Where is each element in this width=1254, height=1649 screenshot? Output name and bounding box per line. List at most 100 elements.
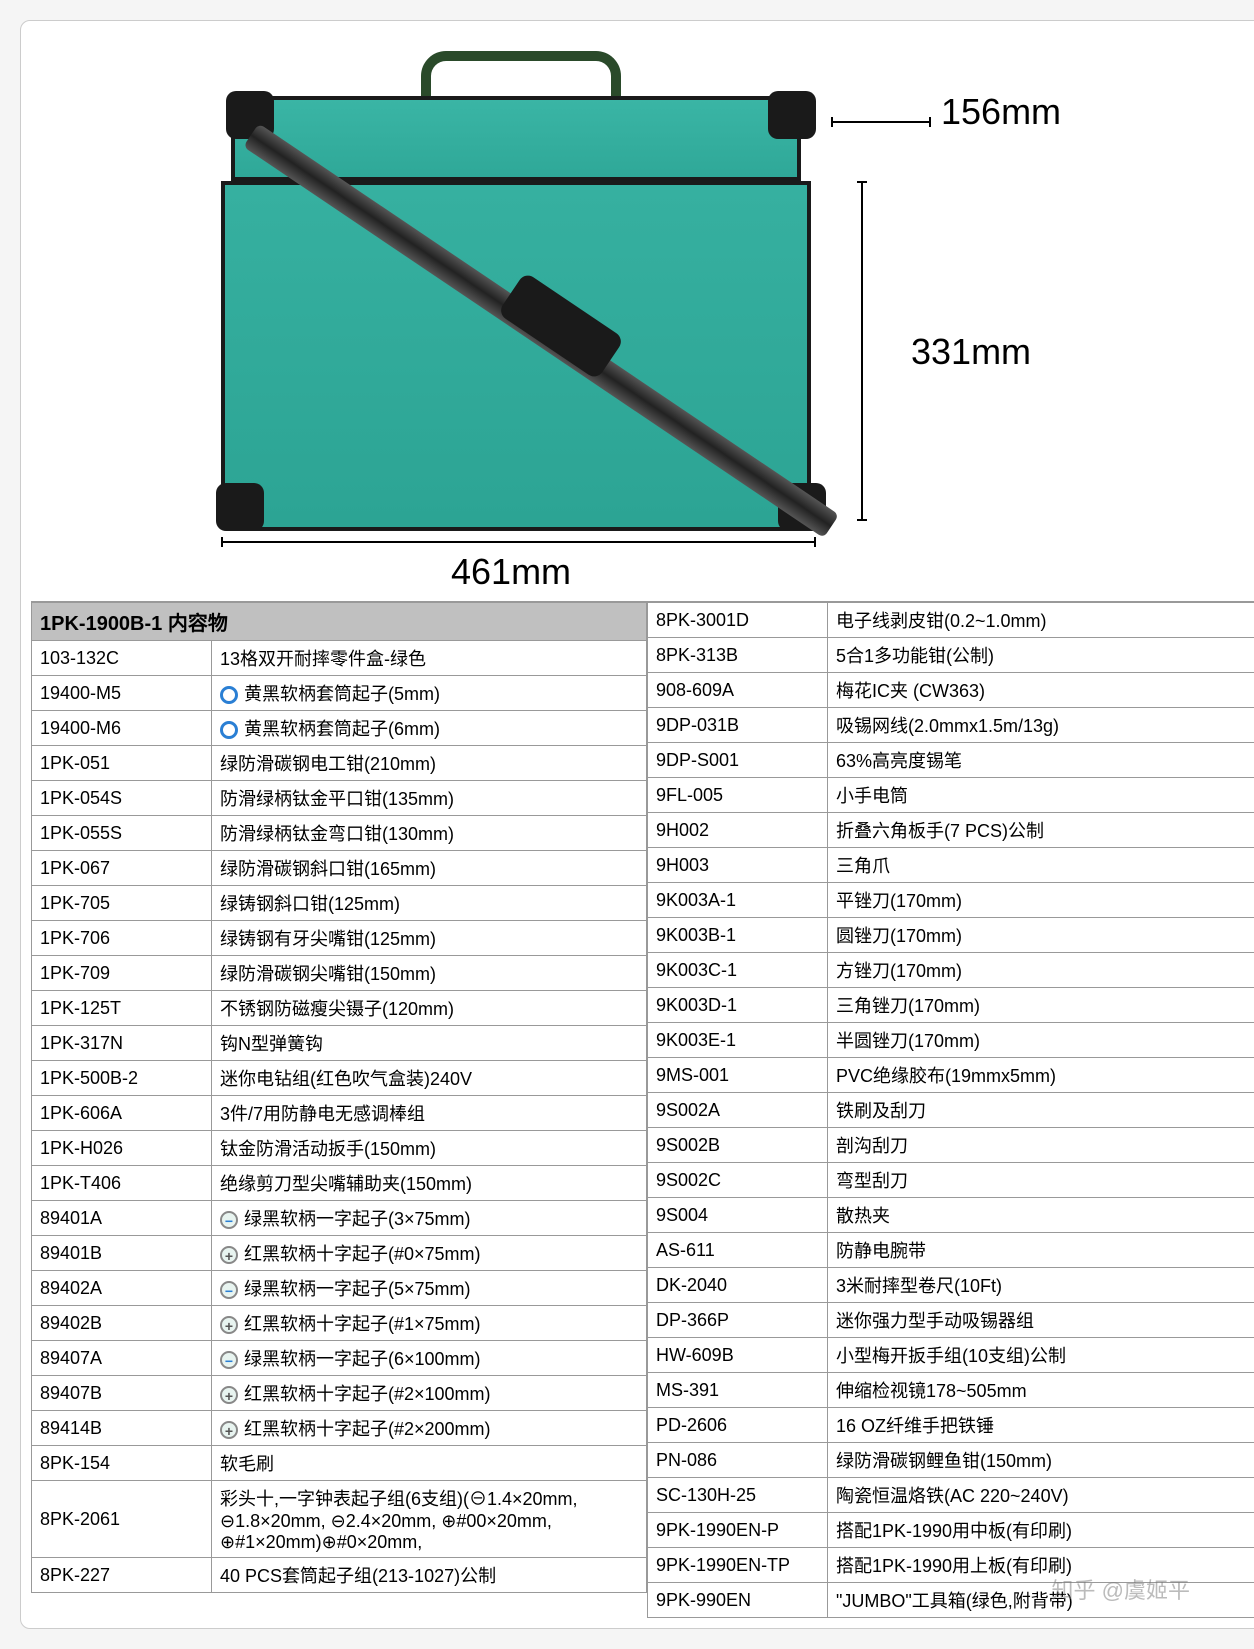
table-row: 9DP-S00163%高亮度锡笔	[648, 743, 1254, 778]
item-description: 绿铸钢有牙尖嘴钳(125mm)	[212, 921, 647, 956]
item-description: 钛金防滑活动扳手(150mm)	[212, 1131, 647, 1166]
flathead-icon: −	[220, 1281, 238, 1299]
table-row: 89401A−绿黑软柄一字起子(3×75mm)	[32, 1201, 647, 1236]
table-row: 89402A−绿黑软柄一字起子(5×75mm)	[32, 1271, 647, 1306]
item-description: 弯型刮刀	[828, 1163, 1254, 1198]
dimension-width-label: 461mm	[451, 551, 571, 593]
corner-protector	[768, 91, 816, 139]
item-description: +红黑软柄十字起子(#2×200mm)	[212, 1411, 647, 1446]
item-code: 89407B	[32, 1376, 212, 1411]
phillips-icon: +	[220, 1386, 238, 1404]
dimension-height-label: 331mm	[911, 331, 1031, 373]
left-table-column: 1PK-1900B-1 内容物 103-132C13格双开耐摔零件盒-绿色194…	[31, 602, 647, 1618]
contents-table-left: 1PK-1900B-1 内容物 103-132C13格双开耐摔零件盒-绿色194…	[31, 602, 647, 1593]
table-row: 9PK-1990EN-P搭配1PK-1990用中板(有印刷)	[648, 1513, 1254, 1548]
item-code: 89407A	[32, 1341, 212, 1376]
table-row: 9DP-031B吸锡网线(2.0mmx1.5m/13g)	[648, 708, 1254, 743]
item-description: 铁刷及刮刀	[828, 1093, 1254, 1128]
table-row: AS-611防静电腕带	[648, 1233, 1254, 1268]
item-code: 1PK-055S	[32, 816, 212, 851]
table-row: PN-086绿防滑碳钢鲤鱼钳(150mm)	[648, 1443, 1254, 1478]
item-description: 钩N型弹簧钩	[212, 1026, 647, 1061]
table-row: 8PK-154软毛刷	[32, 1446, 647, 1481]
item-code: 1PK-317N	[32, 1026, 212, 1061]
item-code: 1PK-125T	[32, 991, 212, 1026]
item-code: 9K003A-1	[648, 883, 828, 918]
item-description: 平锉刀(170mm)	[828, 883, 1254, 918]
item-description: −绿黑软柄一字起子(3×75mm)	[212, 1201, 647, 1236]
item-code: 1PK-H026	[32, 1131, 212, 1166]
table-row: DK-20403米耐摔型卷尺(10Ft)	[648, 1268, 1254, 1303]
table-row: HW-609B小型梅开扳手组(10支组)公制	[648, 1338, 1254, 1373]
item-description: 搭配1PK-1990用上板(有印刷)	[828, 1548, 1254, 1583]
item-code: 1PK-709	[32, 956, 212, 991]
flathead-icon: −	[220, 1351, 238, 1369]
item-description: +红黑软柄十字起子(#2×100mm)	[212, 1376, 647, 1411]
corner-protector	[216, 483, 264, 531]
table-row: 1PK-125T不锈钢防磁瘦尖镊子(120mm)	[32, 991, 647, 1026]
item-code: 908-609A	[648, 673, 828, 708]
item-description: 剖沟刮刀	[828, 1128, 1254, 1163]
item-code: 9K003C-1	[648, 953, 828, 988]
item-description: 63%高亮度锡笔	[828, 743, 1254, 778]
table-row: SC-130H-25陶瓷恒温烙铁(AC 220~240V)	[648, 1478, 1254, 1513]
item-description: 黄黑软柄套筒起子(6mm)	[212, 711, 647, 746]
item-code: 103-132C	[32, 641, 212, 676]
item-code: AS-611	[648, 1233, 828, 1268]
item-description: 方锉刀(170mm)	[828, 953, 1254, 988]
table-row: 9PK-990EN"JUMBO"工具箱(绿色,附背带)	[648, 1583, 1254, 1618]
table-row: 8PK-3001D电子线剥皮钳(0.2~1.0mm)	[648, 603, 1254, 638]
item-code: 9S002B	[648, 1128, 828, 1163]
item-code: 8PK-3001D	[648, 603, 828, 638]
item-description: 三角锉刀(170mm)	[828, 988, 1254, 1023]
table-row: 9K003E-1半圆锉刀(170mm)	[648, 1023, 1254, 1058]
item-description: 绿防滑碳钢斜口钳(165mm)	[212, 851, 647, 886]
item-code: DK-2040	[648, 1268, 828, 1303]
table-row: 9H002折叠六角板手(7 PCS)公制	[648, 813, 1254, 848]
item-description: 绿防滑碳钢鲤鱼钳(150mm)	[828, 1443, 1254, 1478]
phillips-icon: +	[220, 1246, 238, 1264]
table-row: 9H003三角爪	[648, 848, 1254, 883]
item-code: 9DP-031B	[648, 708, 828, 743]
table-row: 1PK-067绿防滑碳钢斜口钳(165mm)	[32, 851, 647, 886]
item-code: 19400-M6	[32, 711, 212, 746]
table-row: 19400-M6黄黑软柄套筒起子(6mm)	[32, 711, 647, 746]
table-row: MS-391伸缩检视镜178~505mm	[648, 1373, 1254, 1408]
table-row: 1PK-054S防滑绿柄钛金平口钳(135mm)	[32, 781, 647, 816]
item-description: 电子线剥皮钳(0.2~1.0mm)	[828, 603, 1254, 638]
table-row: 89407B+红黑软柄十字起子(#2×100mm)	[32, 1376, 647, 1411]
table-row: 9MS-001PVC绝缘胶布(19mmx5mm)	[648, 1058, 1254, 1093]
table-row: 1PK-606A3件/7用防静电无感调棒组	[32, 1096, 647, 1131]
item-code: 1PK-500B-2	[32, 1061, 212, 1096]
item-code: 9FL-005	[648, 778, 828, 813]
ring-icon	[220, 721, 238, 739]
case-handle	[421, 51, 621, 101]
item-code: 8PK-313B	[648, 638, 828, 673]
item-code: 9K003B-1	[648, 918, 828, 953]
item-description: 防静电腕带	[828, 1233, 1254, 1268]
table-row: PD-260616 OZ纤维手把铁锤	[648, 1408, 1254, 1443]
table-row: 1PK-T406绝缘剪刀型尖嘴辅助夹(150mm)	[32, 1166, 647, 1201]
product-spec-sheet: 156mm 331mm 461mm 1PK-1900B-1 内容物 103-13…	[20, 20, 1254, 1629]
product-image-area: 156mm 331mm 461mm	[31, 31, 1254, 601]
table-row: 1PK-317N钩N型弹簧钩	[32, 1026, 647, 1061]
table-row: 89402B+红黑软柄十字起子(#1×75mm)	[32, 1306, 647, 1341]
table-row: 8PK-22740 PCS套筒起子组(213-1027)公制	[32, 1558, 647, 1593]
item-description: 迷你电钻组(红色吹气盒装)240V	[212, 1061, 647, 1096]
item-code: 9S004	[648, 1198, 828, 1233]
item-description: 绝缘剪刀型尖嘴辅助夹(150mm)	[212, 1166, 647, 1201]
item-description: 不锈钢防磁瘦尖镊子(120mm)	[212, 991, 647, 1026]
item-description: 黄黑软柄套筒起子(5mm)	[212, 676, 647, 711]
contents-table-right: 8PK-3001D电子线剥皮钳(0.2~1.0mm)8PK-313B5合1多功能…	[647, 602, 1254, 1618]
flathead-icon: −	[220, 1211, 238, 1229]
item-description: 绿铸钢斜口钳(125mm)	[212, 886, 647, 921]
item-code: 9K003E-1	[648, 1023, 828, 1058]
table-row: 1PK-H026钛金防滑活动扳手(150mm)	[32, 1131, 647, 1166]
item-code: 1PK-705	[32, 886, 212, 921]
item-description: 防滑绿柄钛金弯口钳(130mm)	[212, 816, 647, 851]
dimension-line-width	[221, 541, 816, 543]
item-code: 9PK-1990EN-P	[648, 1513, 828, 1548]
item-code: 1PK-054S	[32, 781, 212, 816]
item-description: 三角爪	[828, 848, 1254, 883]
item-code: 9K003D-1	[648, 988, 828, 1023]
